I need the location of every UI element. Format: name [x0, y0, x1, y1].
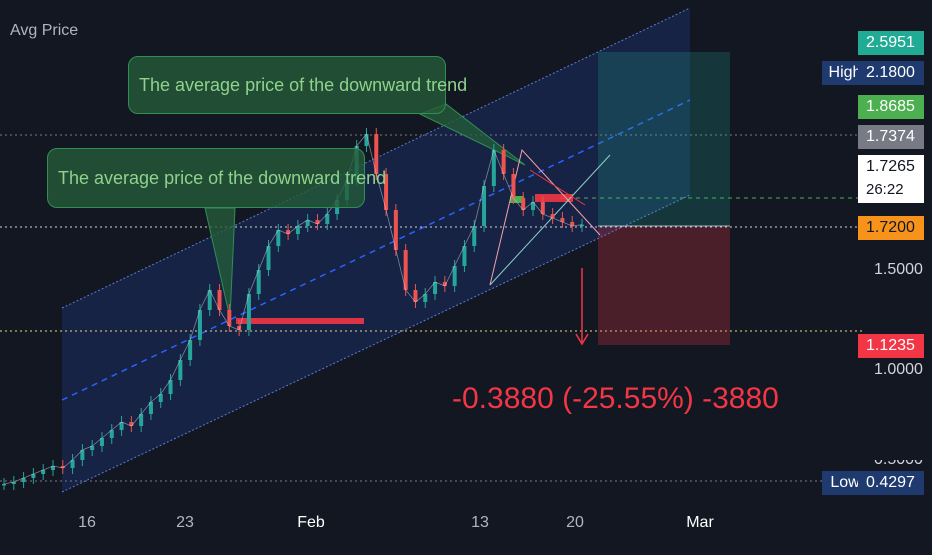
- channel-median-line: [61, 99, 691, 401]
- candle-body: [531, 202, 536, 210]
- candle-body: [462, 246, 467, 266]
- x-tick-label: 20: [566, 514, 584, 531]
- candle-body: [197, 310, 202, 340]
- y-tick-label-text: 0.5000: [874, 460, 923, 468]
- pattern-line-3: [529, 169, 586, 206]
- candle-body: [256, 270, 261, 294]
- candle-body: [511, 174, 516, 198]
- candle-body: [109, 430, 114, 438]
- callout-left[interactable]: The average price of the downward trend: [47, 148, 386, 208]
- x-tick-label: 13: [471, 514, 489, 531]
- candle-body: [60, 466, 65, 468]
- average-price-bar-1: [236, 318, 364, 324]
- candle-body: [413, 290, 418, 302]
- regression-channel-fill: [62, 8, 690, 492]
- candle-body: [384, 174, 389, 210]
- candle-body: [550, 214, 555, 218]
- target-arrow-head: [575, 333, 589, 346]
- candle-body: [521, 198, 526, 210]
- pattern-line-1: [489, 148, 601, 286]
- last-price-value: 1.7265: [866, 158, 915, 175]
- candle-body: [188, 340, 193, 360]
- stop-zone: [598, 227, 730, 345]
- last-price-tag: 1.7265 26:22: [858, 155, 924, 203]
- indicator-title: Avg Price: [10, 22, 79, 39]
- target-price-tag: 2.5951: [858, 31, 924, 55]
- candle-body: [472, 226, 477, 246]
- price-close-line: [3, 133, 583, 485]
- candle-body: [403, 250, 408, 290]
- candle-body: [364, 134, 369, 146]
- callout-left-pointer: [204, 207, 236, 319]
- candle-body: [158, 394, 163, 402]
- candle-body: [433, 282, 438, 294]
- candle-body: [276, 230, 281, 246]
- candle-body: [70, 460, 75, 468]
- candle-body: [207, 290, 212, 310]
- candle-body: [286, 230, 291, 234]
- x-tick-label: Mar: [686, 514, 714, 531]
- x-tick-label: 16: [78, 514, 96, 531]
- candle-body: [540, 202, 545, 214]
- candle-body: [50, 466, 55, 470]
- callout-left-text: The average price of the downward trend: [58, 167, 387, 188]
- candle-body: [560, 218, 565, 222]
- pattern-line-2: [489, 154, 611, 286]
- candle-body: [305, 220, 310, 226]
- candle-body: [2, 484, 6, 486]
- candle-body: [501, 150, 506, 174]
- candle-body: [21, 478, 26, 482]
- y-tick-label: 0.5000: [874, 460, 923, 468]
- candle-body: [423, 294, 428, 302]
- price-range-measurement: -0.3880 (-25.55%) -3880: [452, 382, 779, 415]
- candle-body: [266, 246, 271, 270]
- candle-body: [178, 360, 183, 380]
- x-tick-label: 23: [176, 514, 194, 531]
- candle-body: [325, 214, 330, 224]
- candle-body: [11, 482, 16, 484]
- marker-green: [510, 196, 524, 203]
- candle-body: [442, 282, 447, 286]
- callout-top-text: The average price of the downward trend: [139, 74, 468, 95]
- candle-body: [246, 294, 251, 330]
- candle-body: [119, 422, 124, 430]
- y-tick-label: 1.5000: [874, 261, 923, 278]
- candle-body: [41, 470, 46, 474]
- candle-body: [482, 186, 487, 226]
- candle-body: [295, 226, 300, 234]
- candle-body: [80, 450, 85, 460]
- candle-body: [139, 414, 144, 426]
- candle-body: [168, 380, 173, 394]
- bar-countdown: 26:22: [866, 181, 904, 198]
- low-price-tag: 0.4297: [858, 471, 924, 495]
- candle-body: [374, 134, 379, 174]
- candle-body: [129, 422, 134, 426]
- candle-body: [99, 438, 104, 446]
- candle-body: [237, 326, 242, 330]
- average-price-bar-2: [535, 194, 573, 202]
- candle-body: [570, 222, 575, 226]
- stop-price-tag: 1.1235: [858, 334, 924, 358]
- callout-top[interactable]: The average price of the downward trend: [128, 56, 467, 114]
- candle-body: [148, 402, 153, 414]
- high-price-tag: 2.1800: [858, 61, 924, 85]
- candle-body: [315, 220, 320, 224]
- candle-body: [31, 474, 36, 478]
- x-tick-label: Feb: [297, 514, 325, 531]
- target-zone: [598, 52, 730, 226]
- candle-body: [90, 446, 95, 450]
- level-price-tag-1: 1.8685: [858, 95, 924, 119]
- candle-body: [393, 210, 398, 250]
- candle-body: [580, 224, 584, 227]
- y-tick-label: 1.0000: [874, 361, 923, 378]
- candle-body: [227, 310, 232, 326]
- entry-price-tag: 1.7200: [858, 216, 924, 240]
- candle-body: [491, 150, 496, 186]
- candle-body: [217, 290, 222, 310]
- level-price-tag-2: 1.7374: [858, 125, 924, 149]
- candle-body: [452, 266, 457, 286]
